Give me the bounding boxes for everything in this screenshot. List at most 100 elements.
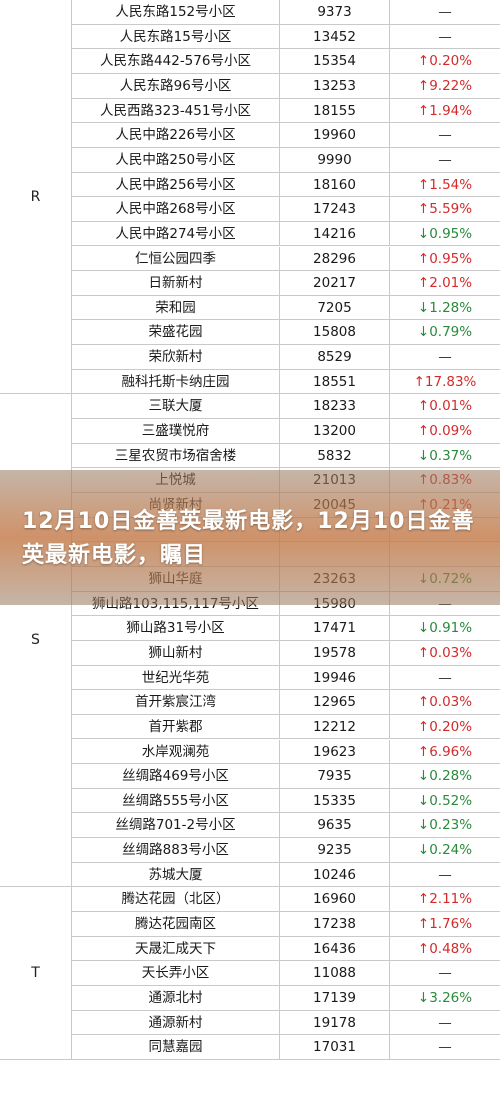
price-value: 18155 [280,98,390,123]
table-row: 人民中路274号小区 14216 ↓0.95% [72,221,500,247]
price-change: ↑1.76% [417,916,473,933]
price-change: — [438,866,452,883]
price-value: 19946 [280,665,390,690]
community-name: 狮山新村 [72,640,280,665]
price-change: ↑0.09% [417,423,473,440]
price-value: 7935 [280,764,390,788]
price-change: ↓0.37% [417,447,473,464]
table-row: 三联大厦 18233 ↑0.01% [72,394,500,420]
community-name: 人民中路256号小区 [72,172,280,197]
table-row: 荣欣新村 8529 — [72,345,500,370]
headline-banner [0,470,500,605]
price-change: ↓0.28% [417,768,473,785]
table-row: 丝绸路701-2号小区 9635 ↓0.23% [72,813,500,839]
community-name: 人民东路96号小区 [72,73,280,98]
table-row: 人民东路15号小区 13452 — [72,24,500,50]
community-name: 仁恒公园四季 [72,246,280,271]
table-row: 人民东路442-576号小区 15354 ↑0.20% [72,49,500,74]
price-value: 7205 [280,295,390,320]
table-row: 世纪光华苑 19946 — [72,665,500,691]
price-change: ↑2.01% [417,275,473,292]
table-row: 通源北村 17139 ↓3.26% [72,986,500,1011]
table-row: 首开紫宸江湾 12965 ↑0.03% [72,690,500,715]
price-value: 13452 [280,24,390,49]
community-name: 通源北村 [72,986,280,1010]
price-change: ↑5.59% [417,201,473,218]
price-value: 19623 [280,739,390,764]
table-row: 狮山新村 19578 ↑0.03% [72,640,500,666]
price-change: — [438,28,452,45]
price-change: ↑0.48% [417,940,473,957]
community-name: 人民东路152号小区 [72,0,280,24]
community-name: 首开紫宸江湾 [72,690,280,714]
price-value: 15808 [280,320,390,345]
community-name: 三星农贸市场宿舍楼 [72,443,280,468]
table-row: 苏城大厦 10246 — [72,862,500,888]
community-name: 人民东路442-576号小区 [72,49,280,73]
table-row: 同慧嘉园 17031 — [72,1035,500,1060]
price-change: ↑0.95% [417,250,473,267]
price-value: 17243 [280,197,390,221]
headline-text: 12月10日金善英最新电影，12月10日金善英最新电影，瞩目 [22,509,475,568]
community-name: 人民西路323-451号小区 [72,98,280,123]
price-value: 9373 [280,0,390,24]
community-name: 荣欣新村 [72,345,280,369]
price-change: — [438,349,452,366]
price-change: ↑17.83% [413,373,477,390]
community-name: 三盛璞悦府 [72,419,280,443]
price-change: ↑1.54% [417,176,473,193]
table-row: 仁恒公园四季 28296 ↑0.95% [72,246,500,272]
community-name: 通源新村 [72,1010,280,1035]
price-change: ↓3.26% [417,990,473,1006]
price-value: 9635 [280,813,390,838]
table-row: 人民中路250号小区 9990 — [72,147,500,173]
price-value: 17031 [280,1035,390,1059]
table-row: 腾达花园（北区） 16960 ↑2.11% [72,887,500,913]
table-row: 融科托斯卡纳庄园 18551 ↑17.83% [72,369,500,395]
table-row: 人民东路96号小区 13253 ↑9.22% [72,73,500,99]
price-change: ↑2.11% [417,891,473,908]
price-change: — [438,669,452,686]
community-name: 人民中路226号小区 [72,123,280,147]
table-row: 首开紫郡 12212 ↑0.20% [72,714,500,740]
community-name: 人民中路274号小区 [72,221,280,246]
table-row: 人民中路256号小区 18160 ↑1.54% [72,172,500,198]
community-name: 苏城大厦 [72,862,280,887]
price-value: 8529 [280,345,390,369]
price-value: 18160 [280,172,390,197]
community-name: 三联大厦 [72,394,280,419]
price-value: 19578 [280,640,390,665]
price-value: 18551 [280,369,390,394]
group-letter: T [0,887,72,1060]
community-name: 世纪光华苑 [72,665,280,690]
community-name: 丝绸路701-2号小区 [72,813,280,838]
community-name: 天晟汇成天下 [72,936,280,961]
price-value: 13253 [280,73,390,98]
price-change: — [438,1014,452,1031]
price-change: ↓0.52% [417,792,473,809]
price-change: ↑6.96% [417,743,473,760]
table-row: 丝绸路883号小区 9235 ↓0.24% [72,838,500,863]
price-change: ↑0.03% [417,694,473,711]
price-change: ↑1.94% [417,102,473,119]
price-change: — [438,151,452,168]
table-row: 丝绸路469号小区 7935 ↓0.28% [72,764,500,789]
table-row: 荣盛花园 15808 ↓0.79% [72,320,500,346]
community-name: 天长弄小区 [72,961,280,985]
table-row: 水岸观澜苑 19623 ↑6.96% [72,739,500,765]
community-name: 人民东路15号小区 [72,24,280,49]
table-row: 天晟汇成天下 16436 ↑0.48% [72,936,500,962]
community-name: 日新新村 [72,271,280,295]
price-change: ↑9.22% [417,77,473,94]
community-name: 荣和园 [72,295,280,320]
price-value: 14216 [280,221,390,246]
price-value: 18233 [280,394,390,419]
table-row: 狮山路31号小区 17471 ↓0.91% [72,616,500,641]
price-value: 20217 [280,271,390,295]
table-row: 三星农贸市场宿舍楼 5832 ↓0.37% [72,443,500,469]
price-change: — [438,1039,452,1056]
price-change: ↑0.03% [417,644,473,661]
price-change: ↓0.24% [417,842,473,859]
table-row: 天长弄小区 11088 — [72,961,500,986]
community-name: 同慧嘉园 [72,1035,280,1059]
